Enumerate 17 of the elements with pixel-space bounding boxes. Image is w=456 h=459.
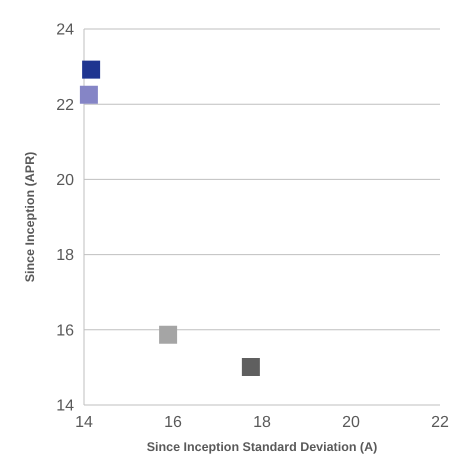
x-tick-label: 16 xyxy=(164,414,182,431)
point xyxy=(242,358,260,376)
x-tick-label: 20 xyxy=(342,414,360,431)
y-axis-title: Since Inception (APR) xyxy=(23,152,37,282)
y-tick-label: 20 xyxy=(56,172,74,189)
x-tick-label: 18 xyxy=(253,414,271,431)
x-axis-title: Since Inception Standard Deviation (A) xyxy=(146,440,378,454)
x-tick-label: 22 xyxy=(431,414,449,431)
point xyxy=(82,60,100,79)
y-tick-label: 14 xyxy=(56,398,74,415)
point xyxy=(159,326,178,344)
x-tick-label: 14 xyxy=(75,414,93,431)
y-tick-label: 24 xyxy=(56,22,74,39)
y-tick-label: 18 xyxy=(56,247,74,264)
y-tick-label: 22 xyxy=(56,96,74,114)
y-tick-label: 16 xyxy=(56,322,74,340)
point xyxy=(80,86,98,104)
